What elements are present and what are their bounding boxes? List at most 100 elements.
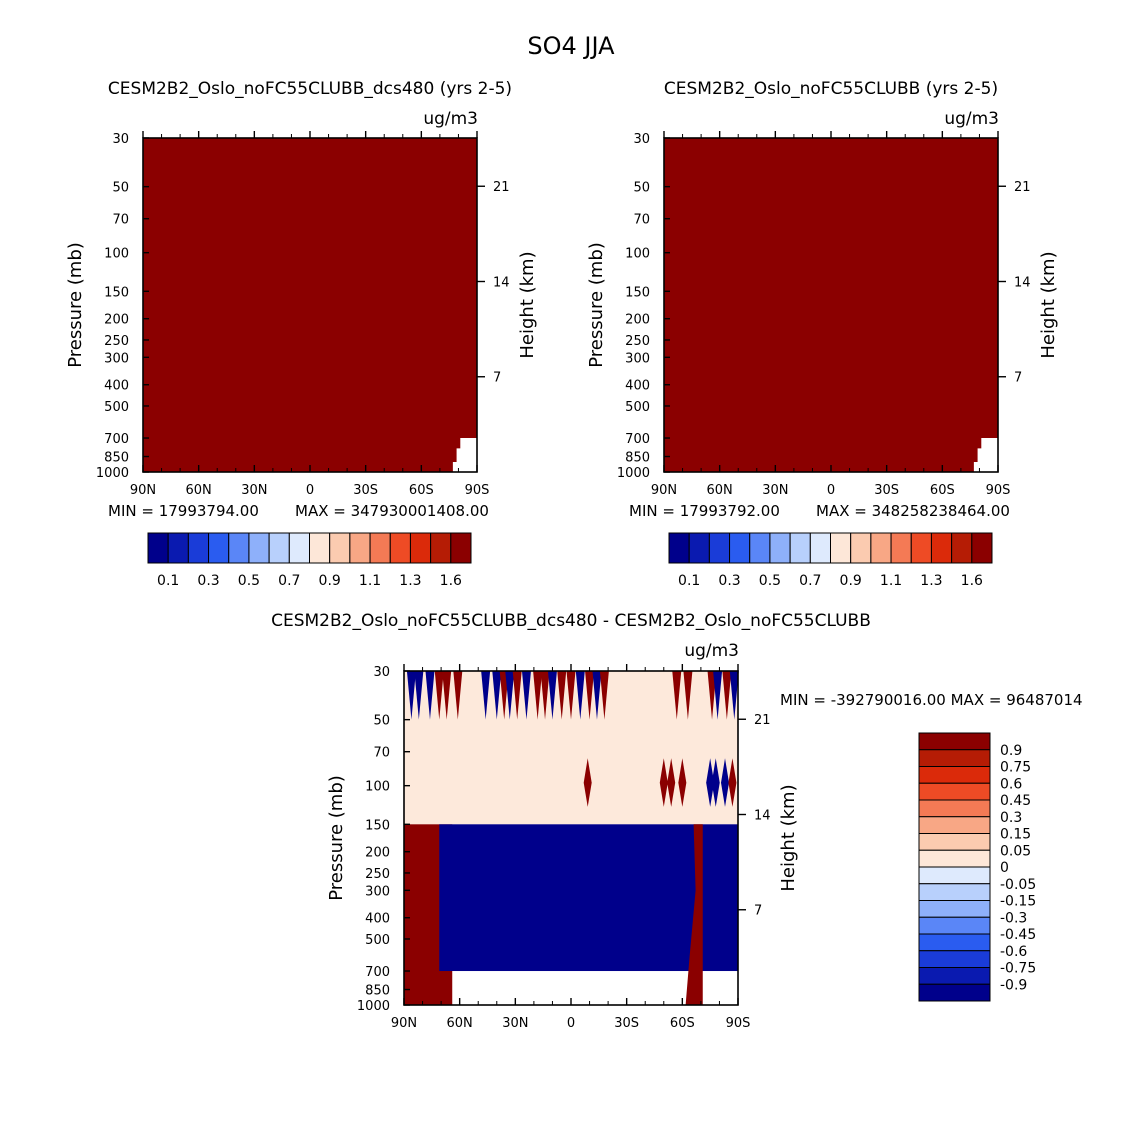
panel3-spike <box>481 671 491 720</box>
panel2-xtick-label: 30N <box>762 483 788 498</box>
panel3-legend-label: 0.15 <box>1000 827 1031 843</box>
panel2-ztick-label: 14 <box>1014 275 1031 290</box>
panel3-spike <box>575 671 585 720</box>
panel1-ptick-label: 250 <box>104 334 129 349</box>
panel3-field <box>404 671 739 1005</box>
panel3-legend-box <box>918 816 991 834</box>
panel1-colorbar-box <box>208 532 230 564</box>
panel3-positive-sliver <box>685 824 703 1005</box>
panel3-legend-label: -0.6 <box>1000 944 1027 960</box>
panel1-ptick-label: 850 <box>104 451 129 466</box>
panel3-spike <box>492 671 502 720</box>
panel3-xtick-label: 90N <box>391 1016 417 1031</box>
panel2-units: ug/m3 <box>944 109 999 129</box>
panel3-spike <box>453 671 463 720</box>
panel1-colorbar-box <box>268 532 290 564</box>
panel2-missing <box>973 438 998 472</box>
panel3-ylabel: Pressure (mb) <box>326 775 347 901</box>
panel3-spike <box>713 671 723 720</box>
panel3-spike <box>592 671 602 720</box>
panel3-ztick-label: 7 <box>754 904 762 919</box>
panel3-legend-box <box>918 933 991 952</box>
panel3-ptick-label: 200 <box>365 846 390 861</box>
panel3-legend-label: -0.3 <box>1000 910 1027 926</box>
panel3-legend-box <box>918 983 991 1002</box>
panel2-colorbar-label: 1.6 <box>961 573 983 589</box>
panel2-colorbar-label: 0.3 <box>718 573 740 589</box>
panel3-diamond <box>706 758 715 807</box>
panel1-ptick-label: 700 <box>104 432 129 447</box>
panel3-legend-box <box>918 749 991 767</box>
panel1-min-text: MIN = 17993794.00 <box>108 502 259 520</box>
panel2-colorbar-box <box>951 532 973 564</box>
panel1-xtick-label: 90S <box>465 483 490 498</box>
panel1-ptick-label: 200 <box>104 313 129 328</box>
panel2-colorbar-box <box>668 532 690 564</box>
panel2-colorbar-box <box>850 532 872 564</box>
panel3-legend-label: 0.3 <box>1000 810 1022 826</box>
panel3-diamond <box>583 758 592 807</box>
panel2-ylabel: Pressure (mb) <box>586 242 607 368</box>
panel2-axes: 305070100150200250300400500700850100090N… <box>586 131 1059 498</box>
panel3-diamond <box>728 758 737 807</box>
panel1-ptick-label: 300 <box>104 351 129 366</box>
panel-dcs480: CESM2B2_Oslo_noFC55CLUBB_dcs480 (yrs 2-5… <box>65 79 538 589</box>
panel3-spike <box>683 671 693 720</box>
panel3-legend-label: 0.9 <box>1000 743 1022 759</box>
panel1-colorbar-label: 0.9 <box>319 573 341 589</box>
panel1-ztick-label: 21 <box>493 180 510 195</box>
panel3-spike <box>512 671 522 720</box>
panel3-legend-label: -0.05 <box>1000 877 1036 893</box>
panel1-ptick-label: 100 <box>104 247 129 262</box>
panel3-xtick-label: 0 <box>567 1016 575 1031</box>
panel3-ptick-label: 850 <box>365 984 390 999</box>
panel2-max-text: MAX = 348258238464.00 <box>816 502 1010 520</box>
panel3-legend-box <box>918 833 991 851</box>
panel2-ptick-label: 70 <box>633 213 650 228</box>
panel2-colorbar-label: 0.7 <box>799 573 821 589</box>
panel3-ptick-label: 70 <box>373 746 390 761</box>
panel3-xtick-label: 60S <box>670 1016 695 1031</box>
panel1-colorbar-box <box>450 532 472 564</box>
panel2-min-text: MIN = 17993792.00 <box>629 502 780 520</box>
panel1-colorbar-box <box>228 532 250 564</box>
panel3-axes: 305070100150200250300400500700850100090N… <box>326 664 799 1031</box>
panel3-xtick-label: 60N <box>447 1016 473 1031</box>
panel1-colorbar-box <box>288 532 310 564</box>
panel2-ptick-label: 850 <box>625 451 650 466</box>
panel3-legend-box <box>918 883 991 901</box>
panel3-ptick-label: 250 <box>365 867 390 882</box>
panel3-spike <box>557 671 567 720</box>
panel2-colorbar-label: 0.9 <box>840 573 862 589</box>
panel1-ptick-label: 500 <box>104 400 129 415</box>
panel3-ptick-label: 100 <box>365 780 390 795</box>
panel3-spike <box>585 671 595 720</box>
panel1-colorbar-box <box>369 532 391 564</box>
panel3-legend-label: -0.75 <box>1000 961 1036 977</box>
panel1-axes: 305070100150200250300400500700850100090N… <box>65 131 538 498</box>
panel2-xtick-label: 0 <box>827 483 835 498</box>
panel2-ptick-label: 700 <box>625 432 650 447</box>
panel1-colorbar-box <box>167 532 189 564</box>
panel3-xtick-label: 30S <box>614 1016 639 1031</box>
panel3-diamond <box>711 758 720 807</box>
panel3-ptick-label: 400 <box>365 912 390 927</box>
panel3-diamond <box>678 758 687 807</box>
panel2-xtick-label: 90S <box>986 483 1011 498</box>
panel2-ztick-label: 7 <box>1014 371 1022 386</box>
panel2-ptick-label: 50 <box>633 181 650 196</box>
panel1-colorbar-box <box>248 532 270 564</box>
panel3-legend-box <box>918 849 991 868</box>
panel1-colorbar-box <box>147 532 169 564</box>
panel3-legend-label: 0.75 <box>1000 760 1031 776</box>
panel1-colorbar-box <box>430 532 452 564</box>
panel3-spike <box>599 671 609 720</box>
panel3-xtick-label: 90S <box>726 1016 751 1031</box>
panel1-ylabel: Pressure (mb) <box>65 242 86 368</box>
panel2-colorbar-box <box>729 532 751 564</box>
panel1-title: CESM2B2_Oslo_noFC55CLUBB_dcs480 (yrs 2-5… <box>108 79 512 99</box>
panel3-minmax-text: MIN = -392790016.00 MAX = 96487014 <box>780 691 1083 709</box>
panel1-colorbar-label: 0.5 <box>238 573 260 589</box>
panel1-colorbar: 0.1 0.3 0.5 0.7 0.9 1.1 1.3 1.6 <box>147 532 472 589</box>
panel2-colorbar-box <box>930 532 953 564</box>
